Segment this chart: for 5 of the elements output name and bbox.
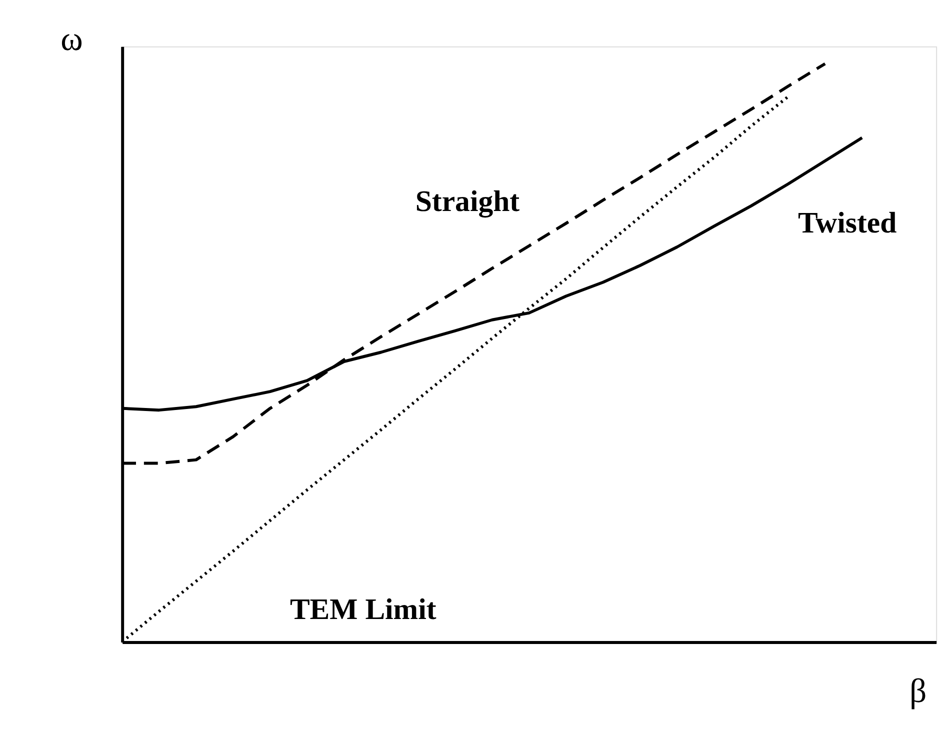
x-axis-title: β [909,673,927,710]
series-label: Twisted [798,206,898,240]
y-axis-title: ω [60,20,83,58]
text: TEM Limit [290,592,436,626]
series-label: Straight [415,185,520,218]
